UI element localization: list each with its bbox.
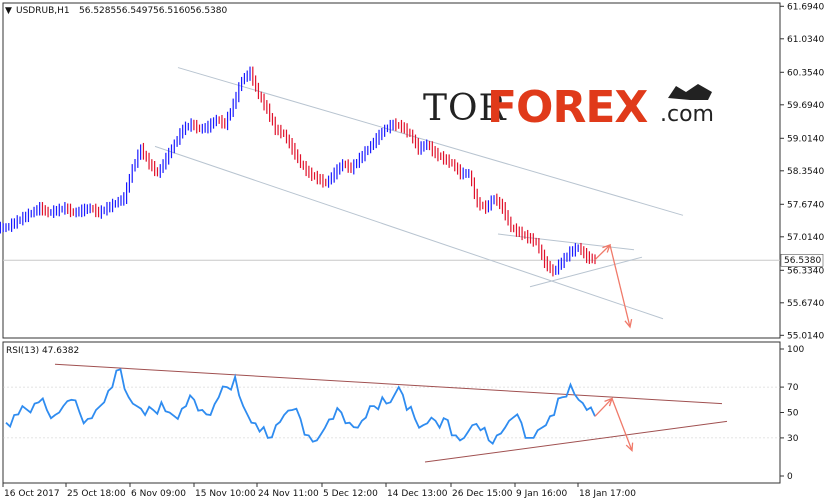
time-tick-label: 14 Dec 13:00 [387, 489, 448, 499]
symbol-label: USDRUB,H1 [16, 6, 70, 16]
price-tick-label: 55.0140 [787, 331, 824, 341]
channel-upper-line [177, 67, 684, 216]
current-price-tag [780, 253, 824, 267]
forecast-arrow-down [609, 244, 631, 328]
price-layer [0, 66, 780, 329]
triangle-upper-line [497, 233, 635, 251]
price-tick-label: 59.0140 [787, 134, 824, 144]
rsi-tick-label: 100 [787, 345, 804, 355]
price-tick-label: 61.6940 [787, 2, 824, 12]
rsi-tick-label: 50 [787, 409, 799, 419]
price-tick-label: 57.0140 [787, 233, 824, 243]
time-tick-label: 9 Jan 16:00 [516, 489, 568, 499]
torforex-logo: TOR FOREX .com [423, 82, 714, 133]
ohlc-high: 56.5497 [116, 6, 153, 16]
forecast-arrow-up [594, 244, 611, 261]
price-tick-label: 55.6740 [787, 299, 824, 309]
price-tick-label: 58.3540 [787, 167, 824, 177]
time-tick-label: 6 Nov 09:00 [131, 489, 186, 499]
price-tick-label: 59.6940 [787, 101, 824, 111]
rsi-title: RSI(13) 47.6382 [6, 346, 79, 356]
time-tick-label: 26 Dec 15:00 [452, 489, 513, 499]
price-tick-label: 57.6740 [787, 200, 824, 210]
time-tick-label: 5 Dec 12:00 [323, 489, 378, 499]
time-tick-label: 18 Jan 17:00 [579, 489, 636, 499]
rsi-forecast-arrow-down [611, 398, 633, 451]
time-tick-label: 24 Nov 11:00 [258, 489, 319, 499]
ohlc-open: 56.5285 [79, 6, 116, 16]
collapse-arrow-icon[interactable]: ▼ [5, 6, 12, 16]
logo-tor: TOR [423, 88, 507, 129]
rsi-tick-label: 70 [787, 383, 799, 393]
ohlc-close: 56.5380 [190, 6, 227, 16]
rsi-layer [3, 363, 780, 463]
price-tick-label: 61.0340 [787, 35, 824, 45]
rsi-tick-label: 0 [787, 472, 793, 482]
current-price-label: 56.5380 [784, 256, 821, 266]
price-tick-label: 60.3540 [787, 68, 824, 78]
price-panel [2, 2, 781, 339]
rsi-forecast-arrow-up [594, 398, 613, 417]
price-tick-label: 56.3340 [787, 266, 824, 276]
rsi-forecast-arrow-down-head [625, 442, 634, 453]
forecast-arrow-down-head [624, 319, 633, 329]
bull-bear-icon [668, 84, 712, 100]
rsi-line [5, 368, 596, 445]
time-tick-label: 25 Oct 18:00 [67, 489, 126, 499]
rsi-trend-upper [54, 363, 723, 405]
rsi-panel [2, 341, 781, 484]
triangle-lower-line [529, 256, 643, 288]
ohlc-low: 56.5160 [153, 6, 190, 16]
time-tick-label: 15 Nov 10:00 [195, 489, 256, 499]
logo-forex: FOREX [487, 82, 648, 133]
rsi-tick-label: 30 [787, 434, 799, 444]
time-tick-label: 16 Oct 2017 [4, 489, 60, 499]
logo-com: .com [660, 102, 714, 127]
rsi-trend-lower [424, 420, 728, 463]
channel-lower-line [154, 145, 664, 320]
